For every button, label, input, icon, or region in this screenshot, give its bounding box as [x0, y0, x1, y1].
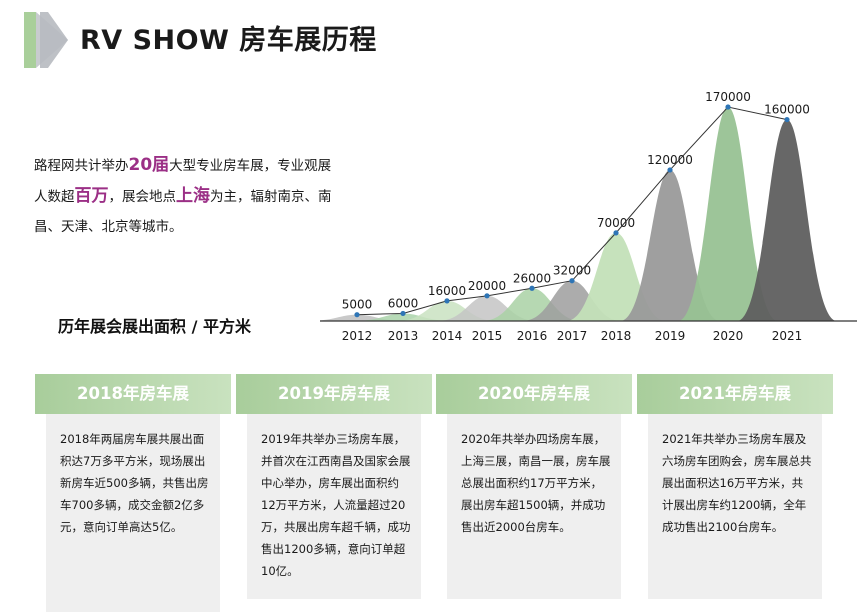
data-label-2012: 5000 [342, 298, 373, 312]
data-label-2020: 170000 [705, 90, 751, 104]
card-title: 2021年房车展 [637, 374, 833, 414]
x-tick-label-2019: 2019 [655, 329, 686, 343]
x-tick-label-2015: 2015 [472, 329, 503, 343]
card-body: 2018年两届房车展共展出面积达7万多平方米，现场展出新房车近500多辆，共售出… [46, 414, 220, 612]
data-point-2021 [784, 116, 790, 123]
intro-highlight-visitors: 百万 [74, 186, 109, 206]
data-label-2015: 20000 [468, 279, 506, 293]
data-point-2015 [484, 293, 490, 299]
x-tick-label-2021: 2021 [772, 329, 803, 343]
intro-part-3: ，展会地点 [108, 189, 177, 205]
data-label-2014: 16000 [428, 284, 466, 298]
area-peak-2019 [620, 169, 720, 321]
card-body: 2020年共举办四场房车展，上海三展，南昌一展，房车展总展出面积约17万平方米，… [447, 414, 621, 599]
card-body: 2019年共举办三场房车展，并首次在江西南昌及国家会展中心举办，房车展出面积约1… [247, 414, 421, 599]
x-tick-label-2018: 2018 [601, 329, 632, 343]
data-label-2021: 160000 [764, 103, 810, 117]
card-2018: 2018年房车展 2018年两届房车展共展出面积达7万多平方米，现场展出新房车近… [35, 374, 231, 612]
x-tick-label-2014: 2014 [432, 329, 463, 343]
x-tick-label-2013: 2013 [388, 329, 419, 343]
data-point-2019 [667, 167, 673, 173]
data-label-2019: 120000 [647, 153, 693, 167]
intro-highlight-city: 上海 [176, 186, 210, 206]
chart-title: 历年展会展出面积 / 平方米 [58, 317, 251, 336]
title-decoration-icon [24, 12, 68, 68]
card-2019: 2019年房车展 2019年共举办三场房车展，并首次在江西南昌及国家会展中心举办… [236, 374, 432, 599]
card-body: 2021年共举办三场房车展及六场房车团购会，房车展总共展出面积达16万平方米，共… [648, 414, 822, 599]
x-tick-label-2020: 2020 [713, 329, 744, 343]
card-2021: 2021年房车展 2021年共举办三场房车展及六场房车团购会，房车展总共展出面积… [637, 374, 833, 599]
intro-part-2: 大型专业房车展，专业观展人数超 [34, 158, 332, 205]
area-peak-2020 [678, 107, 778, 321]
data-point-2020 [725, 104, 731, 110]
intro-highlight-count: 20届 [128, 155, 170, 175]
data-point-2016 [529, 285, 535, 291]
data-label-2013: 6000 [388, 296, 419, 310]
data-label-2017: 32000 [553, 264, 591, 278]
intro-part-1: 路程网共计举办 [34, 158, 129, 174]
x-tick-label-2016: 2016 [517, 329, 548, 343]
page-title: RV SHOW 房车展历程 [80, 25, 377, 56]
x-tick-label-2017: 2017 [557, 329, 588, 343]
data-point-2012 [354, 312, 360, 318]
intro-text: 路程网共计举办20届大型专业房车展，专业观展人数超百万，展会地点上海为主，辐射南… [34, 150, 339, 242]
intro-part-4: 为主，辐射南京、南昌、天津、北京等城市。 [34, 189, 332, 235]
area-chart: 5000 2012 6000 2013 16000 2014 20000 2015 26000 2… [320, 90, 857, 343]
x-tick-label-2012: 2012 [342, 329, 373, 343]
area-peak-2021 [737, 119, 837, 322]
card-2020: 2020年房车展 2020年共举办四场房车展，上海三展，南昌一展，房车展总展出面… [436, 374, 632, 599]
data-point-2013 [400, 310, 406, 317]
data-point-2014 [444, 298, 450, 304]
data-label-2018: 70000 [597, 216, 635, 230]
data-point-2018 [613, 230, 619, 236]
trend-line [356, 106, 788, 316]
data-point-2017 [569, 278, 575, 284]
card-title: 2019年房车展 [236, 374, 432, 414]
card-title: 2020年房车展 [436, 374, 632, 414]
card-title: 2018年房车展 [35, 374, 231, 414]
data-label-2016: 26000 [513, 271, 551, 285]
